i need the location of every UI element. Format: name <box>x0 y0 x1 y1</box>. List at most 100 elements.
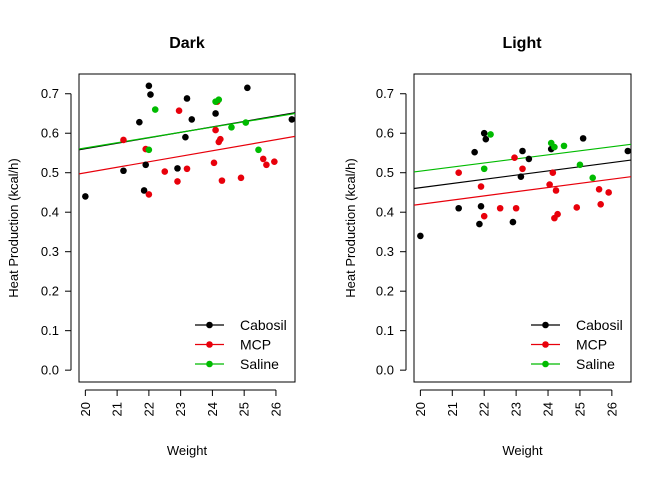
point-cabosil <box>188 116 196 123</box>
panel-0: Dark 0.0 0.1 0.2 0.3 0.4 0.5 0.6 0.7 20 21 22 23 24 25… <box>6 35 296 458</box>
legend-label: MCP <box>240 337 271 353</box>
fit-line-mcp <box>414 176 631 206</box>
y-tick-label: 0.1 <box>376 323 394 338</box>
y-tick-label: 0.2 <box>41 284 59 299</box>
y-axis-label: Heat Production (kcal/h) <box>6 158 21 297</box>
point-mcp <box>217 135 224 143</box>
point-cabosil <box>120 167 127 175</box>
point-cabosil <box>147 91 154 98</box>
x-axis-label: Weight <box>167 443 208 458</box>
point-mcp <box>480 212 488 220</box>
point-mcp <box>237 174 245 182</box>
point-cabosil <box>288 116 296 123</box>
point-mcp <box>218 177 226 184</box>
x-tick-label: 25 <box>572 402 587 416</box>
legend-marker <box>206 360 213 368</box>
point-mcp <box>511 154 518 162</box>
point-mcp <box>496 204 504 212</box>
x-tick-label: 23 <box>509 402 524 416</box>
point-cabosil <box>579 135 587 142</box>
point-cabosil <box>455 204 462 212</box>
legend-marker <box>542 341 549 348</box>
x-tick-label: 26 <box>268 402 283 416</box>
y-tick-label: 0.0 <box>376 363 394 378</box>
point-cabosil <box>183 95 191 102</box>
point-mcp <box>183 165 191 173</box>
point-mcp <box>174 178 181 185</box>
point-mcp <box>549 169 557 177</box>
fit-line-mcp <box>79 135 295 175</box>
point-saline <box>242 119 250 126</box>
point-saline <box>551 143 558 151</box>
point-mcp <box>552 187 560 194</box>
point-saline <box>589 174 597 182</box>
y-tick-label: 0.1 <box>41 323 59 338</box>
chart-title: Dark <box>169 35 205 52</box>
legend-item-cabosil: Cabosil <box>531 317 623 333</box>
point-saline <box>145 146 153 154</box>
legend-label: Saline <box>576 356 615 372</box>
point-mcp <box>263 161 270 169</box>
point-mcp <box>605 189 612 196</box>
point-saline <box>228 124 235 131</box>
point-cabosil <box>212 110 219 117</box>
chart-title: Light <box>502 35 542 52</box>
x-tick-label: 24 <box>205 402 220 416</box>
point-saline <box>560 142 568 150</box>
y-tick-label: 0.4 <box>376 205 394 220</box>
plot-frame <box>78 73 296 383</box>
y-tick-label: 0.5 <box>376 165 394 180</box>
point-cabosil <box>477 202 485 210</box>
point-saline <box>487 131 494 138</box>
point-mcp <box>595 186 603 193</box>
y-tick-label: 0.7 <box>376 86 394 101</box>
plot-frame <box>413 73 632 383</box>
point-cabosil <box>482 135 490 143</box>
y-tick-label: 0.0 <box>41 363 59 378</box>
panel-1: Light 0.0 0.1 0.2 0.3 0.4 0.5 0.6 0.7 20 21 22 23 24 2… <box>343 35 632 458</box>
point-cabosil <box>136 118 143 126</box>
point-saline <box>255 146 262 154</box>
point-mcp <box>597 201 604 208</box>
legend-marker <box>206 321 213 329</box>
x-tick-label: 23 <box>173 402 188 416</box>
point-mcp <box>512 204 520 212</box>
point-saline <box>480 165 488 173</box>
point-mcp <box>455 169 462 177</box>
legend-label: Saline <box>240 356 279 372</box>
point-mcp <box>210 159 218 167</box>
y-tick-label: 0.3 <box>376 244 394 259</box>
legend-marker <box>542 360 549 368</box>
point-cabosil <box>476 220 483 228</box>
point-cabosil <box>182 133 189 141</box>
point-mcp <box>161 168 169 175</box>
legend-marker <box>206 341 213 348</box>
point-mcp <box>477 183 485 190</box>
point-saline <box>576 161 584 169</box>
point-cabosil <box>244 84 251 92</box>
point-mcp <box>175 107 183 115</box>
point-mcp <box>546 181 553 188</box>
point-cabosil <box>140 187 148 194</box>
y-tick-label: 0.3 <box>41 244 59 259</box>
x-tick-label: 20 <box>413 402 428 416</box>
point-cabosil <box>145 82 153 90</box>
legend-label: Cabosil <box>576 317 623 333</box>
legend-label: Cabosil <box>240 317 287 333</box>
legend-item-saline: Saline <box>531 356 615 372</box>
legend-label: MCP <box>576 337 607 353</box>
x-axis-label: Weight <box>502 443 543 458</box>
point-mcp <box>120 136 127 144</box>
point-cabosil <box>517 173 525 180</box>
legend-marker <box>542 321 549 329</box>
point-mcp <box>519 165 526 173</box>
point-mcp <box>212 126 219 134</box>
point-cabosil <box>417 232 424 240</box>
x-tick-label: 24 <box>541 402 556 416</box>
y-tick-label: 0.6 <box>376 126 394 141</box>
y-tick-label: 0.5 <box>41 165 59 180</box>
fit-line-saline <box>414 143 631 173</box>
point-cabosil <box>142 161 150 169</box>
point-mcp <box>259 155 267 163</box>
